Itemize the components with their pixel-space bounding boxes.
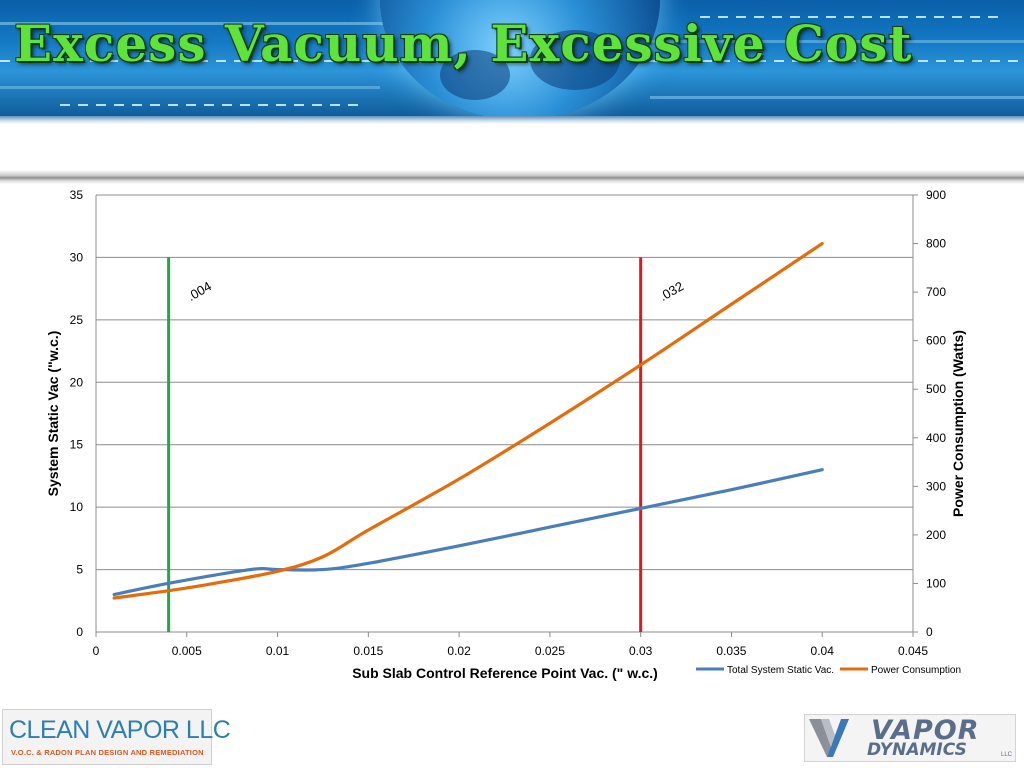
legend-label-1: Total System Static Vac. bbox=[727, 665, 834, 676]
y2-tick-label: 900 bbox=[926, 188, 946, 202]
chart-divider bbox=[0, 170, 1024, 184]
y-axis-label: System Static Vac ("w.c.) bbox=[45, 331, 61, 497]
x-tick-label: 0.035 bbox=[716, 644, 746, 658]
y2-tick-label: 800 bbox=[926, 237, 946, 251]
y-tick-label: 5 bbox=[76, 563, 83, 577]
vapor-dynamics-logo-line1: VAPOR bbox=[871, 715, 980, 746]
clean-vapor-logo-tagline: V.O.C. & RADON PLAN DESIGN AND REMEDIATI… bbox=[11, 748, 204, 757]
banner-divider bbox=[0, 116, 1024, 124]
vapor-dynamics-logo-line2: DYNAMICS bbox=[867, 740, 967, 760]
y2-tick-label: 400 bbox=[926, 431, 946, 445]
y2-tick-label: 100 bbox=[926, 576, 946, 590]
page-title: Excess Vacuum, Excessive Cost bbox=[14, 14, 913, 73]
y2-tick-label: 0 bbox=[926, 625, 933, 639]
y2-tick-label: 500 bbox=[926, 382, 946, 396]
clean-vapor-logo: CLEAN VAPOR LLC V.O.C. & RADON PLAN DESI… bbox=[2, 709, 231, 765]
y-tick-label: 15 bbox=[70, 438, 84, 452]
x-tick-label: 0 bbox=[93, 644, 100, 658]
clean-vapor-logo-name: CLEAN VAPOR LLC bbox=[9, 716, 231, 744]
x-tick-label: 0.03 bbox=[629, 644, 653, 658]
y2-axis-label: Power Consumption (Watts) bbox=[950, 330, 966, 517]
y-tick-label: 35 bbox=[70, 188, 84, 202]
x-tick-label: 0.04 bbox=[811, 644, 835, 658]
series-line-1 bbox=[112, 468, 824, 597]
legend-label-2: Power Consumption bbox=[871, 665, 961, 676]
header-banner: Excess Vacuum, Excessive Cost bbox=[0, 0, 1024, 118]
reference-line-label-2: .032 bbox=[657, 278, 686, 304]
y2-tick-label: 700 bbox=[926, 285, 946, 299]
vapor-dynamics-logo: VAPOR DYNAMICS LLC bbox=[804, 714, 1016, 762]
y-tick-label: 0 bbox=[76, 625, 83, 639]
x-tick-label: 0.025 bbox=[535, 644, 565, 658]
y2-tick-label: 200 bbox=[926, 528, 946, 542]
series-line-2 bbox=[112, 241, 824, 600]
x-tick-label: 0.005 bbox=[172, 644, 202, 658]
vapor-dynamics-logo-suffix: LLC bbox=[1001, 752, 1013, 758]
y-tick-label: 10 bbox=[70, 500, 84, 514]
reference-line-label-1: .004 bbox=[185, 278, 214, 304]
x-tick-label: 0.01 bbox=[266, 644, 290, 658]
x-tick-label: 0.015 bbox=[353, 644, 383, 658]
vapor-dynamics-v-icon bbox=[809, 719, 849, 757]
y-tick-label: 20 bbox=[70, 375, 84, 389]
y2-tick-label: 600 bbox=[926, 334, 946, 348]
y-tick-label: 30 bbox=[70, 250, 84, 264]
x-tick-label: 0.045 bbox=[898, 644, 928, 658]
line-chart: 0 5 10 15 20 25 30 35 0 100 200 300 400 500 600 700 800 9… bbox=[45, 188, 966, 681]
y-tick-label: 25 bbox=[70, 313, 84, 327]
y2-tick-label: 300 bbox=[926, 479, 946, 493]
x-axis-label: Sub Slab Control Reference Point Vac. ("… bbox=[352, 665, 658, 681]
x-tick-label: 0.02 bbox=[447, 644, 471, 658]
